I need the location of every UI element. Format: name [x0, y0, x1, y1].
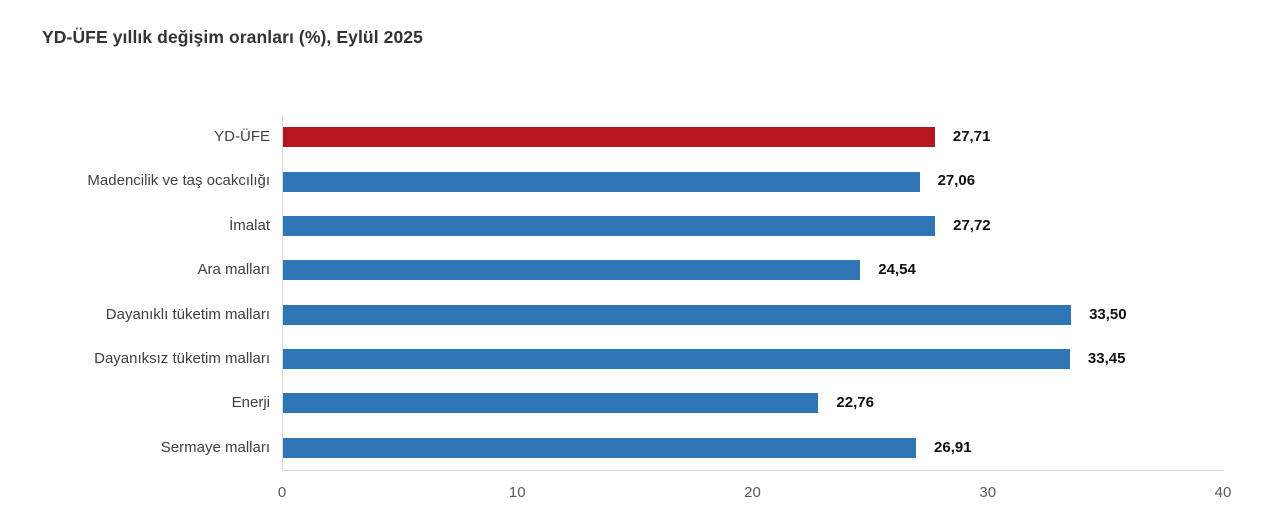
- x-axis-tick-label: 30: [979, 484, 997, 501]
- category-label: Dayanıksız tüketim malları: [94, 349, 270, 367]
- category-label: İmalat: [229, 216, 270, 234]
- x-axis-tick-label: 0: [277, 484, 287, 501]
- bar[interactable]: [283, 215, 936, 236]
- bar[interactable]: [283, 171, 920, 192]
- bar[interactable]: [283, 437, 917, 458]
- x-axis-tick-label: 20: [744, 484, 761, 501]
- plot-area: [282, 115, 1224, 471]
- value-label: 24,54: [878, 261, 916, 279]
- x-axis-tick-label: 10: [508, 484, 526, 501]
- category-label: Madencilik ve taş ocakcılığı: [87, 172, 270, 190]
- value-label: 27,72: [953, 216, 991, 234]
- value-label: 22,76: [836, 394, 874, 412]
- value-label: 27,71: [952, 128, 991, 145]
- bar[interactable]: [283, 304, 1072, 325]
- chart-title: YD-ÜFE yıllık değişim oranları (%), Eylü…: [42, 27, 423, 47]
- category-label: Enerji: [231, 394, 270, 412]
- value-label: 27,06: [937, 172, 976, 190]
- bar[interactable]: [283, 260, 861, 281]
- bar[interactable]: [283, 393, 819, 414]
- value-label: 33,50: [1089, 305, 1127, 323]
- bar[interactable]: [283, 127, 935, 148]
- x-axis-tick-label: 40: [1214, 484, 1232, 501]
- category-label: Ara malları: [197, 261, 270, 279]
- category-label: YD-ÜFE: [214, 128, 270, 145]
- value-label: 33,45: [1087, 349, 1126, 367]
- bar[interactable]: [283, 349, 1070, 370]
- category-label: Dayanıklı tüketim malları: [105, 305, 270, 323]
- value-label: 26,91: [934, 438, 972, 456]
- category-label: Sermaye malları: [160, 438, 270, 456]
